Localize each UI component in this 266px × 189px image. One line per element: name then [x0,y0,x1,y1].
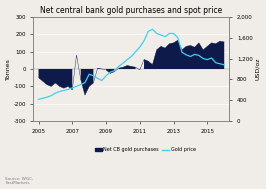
Legend: Net CB gold purchases, Gold price: Net CB gold purchases, Gold price [93,146,198,154]
Title: Net central bank gold purchases and spot price: Net central bank gold purchases and spot… [40,5,222,15]
Text: Source: WGC,
FastMarkets: Source: WGC, FastMarkets [5,177,34,185]
Y-axis label: Tonnes: Tonnes [6,58,11,80]
Y-axis label: USD/oz: USD/oz [255,58,260,80]
